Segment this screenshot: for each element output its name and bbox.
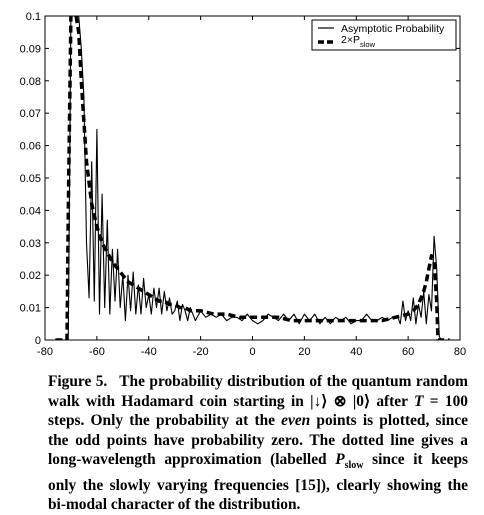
x-tick-label: 60 <box>402 346 414 358</box>
caption-P: P <box>335 451 345 468</box>
legend-label-pslow-main: 2×P <box>341 34 360 46</box>
plot-frame <box>44 15 461 341</box>
y-tick-label: 0.08 <box>20 76 41 88</box>
legend-label-pslow-sub: slow <box>360 40 376 49</box>
legend: Asymptotic Probability 2×Pslow <box>311 19 457 51</box>
y-tick-label: 0.09 <box>20 43 41 55</box>
x-tick-label: -80 <box>37 346 53 358</box>
caption-label: Figure 5. <box>48 373 108 390</box>
y-tick-label: 0.04 <box>20 205 41 217</box>
legend-label-pslow: 2×Pslow <box>341 34 376 49</box>
x-tick-label: 80 <box>454 346 466 358</box>
caption-text-3: points is plotted, since the odd points … <box>48 412 468 468</box>
caption-text-4: since it keeps only the slowly varying f… <box>48 451 468 514</box>
x-tick-label: -40 <box>141 346 157 358</box>
x-tick-label: -60 <box>89 346 105 358</box>
x-tick-label: -20 <box>193 346 209 358</box>
y-tick-label: 0.1 <box>26 11 41 23</box>
y-tick-label: 0.03 <box>20 238 41 250</box>
series-line-asymptotic <box>55 16 450 340</box>
legend-box <box>311 19 457 51</box>
y-tick-label: 0.01 <box>20 303 41 315</box>
series-line-pslow <box>55 16 450 340</box>
y-tick-label: 0.06 <box>20 141 41 153</box>
caption-even: even <box>281 412 311 429</box>
caption-P-sub: slow <box>344 460 364 472</box>
x-tick-label: 20 <box>298 346 310 358</box>
y-tick-label: 0.07 <box>20 108 41 120</box>
series-group <box>55 16 450 340</box>
x-tick-label: 0 <box>249 346 255 358</box>
x-tick-label: 40 <box>350 346 362 358</box>
y-tick-label: 0.02 <box>20 270 41 282</box>
caption-text-2: = 100 steps. Only the probability at the <box>48 392 468 430</box>
y-tick-label: 0.05 <box>20 173 41 185</box>
caption-text-1: The probability distribution of the quan… <box>48 373 468 410</box>
chart: -80 -60 -40 -20 0 20 40 60 80 0 0.01 0.02 0.03 0.04 0.… <box>20 11 467 358</box>
y-tick-label: 0 <box>35 335 41 347</box>
figure-caption: Figure 5. The probability distribution of… <box>48 372 468 515</box>
caption-T: T <box>414 392 424 410</box>
legend-label-asymptotic: Asymptotic Probability <box>341 23 445 35</box>
axis-ticks: -80 -60 -40 -20 0 20 40 60 80 0 0.01 0.02 0.03 0.04 0.… <box>20 11 467 358</box>
